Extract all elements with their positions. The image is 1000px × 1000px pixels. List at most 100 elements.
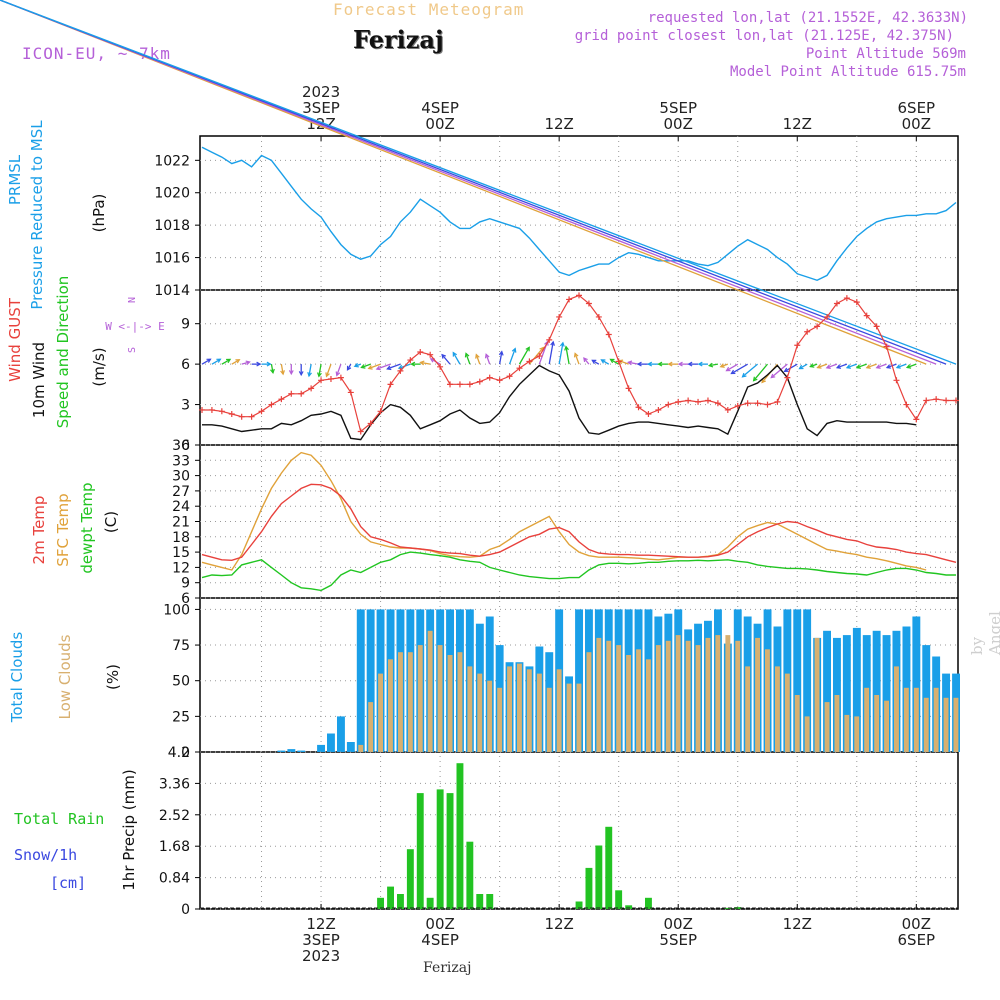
low-cloud-bar <box>705 637 711 752</box>
wind-gust-marker <box>466 381 473 388</box>
wind-gust-marker <box>347 389 354 396</box>
top-time-label: 4SEP <box>421 99 459 117</box>
wind-direction-arrow <box>452 352 461 365</box>
low-cloud-bar <box>636 649 641 752</box>
low-cloud-bar <box>427 630 433 752</box>
wind-arrow-head <box>498 350 504 356</box>
wind-arrow-head <box>741 372 747 378</box>
wind-gust-marker <box>774 398 781 405</box>
precip-bar <box>645 897 652 909</box>
low-cloud-bar <box>556 669 562 752</box>
wind-gust-marker <box>893 377 900 384</box>
total-cloud-bar <box>287 749 296 752</box>
low-cloud-bar <box>616 645 622 752</box>
wind-arrow-head <box>353 362 359 368</box>
total-cloud-bar <box>882 635 891 752</box>
y-tick-label: 100 <box>163 602 190 618</box>
bottom-time-label: 5SEP <box>659 931 697 949</box>
wind-gust-marker <box>298 390 305 397</box>
wind-gust-marker <box>675 398 682 405</box>
low-cloud-bar <box>596 637 602 752</box>
wind-arrow-head <box>559 341 565 347</box>
wind-arrow-head <box>206 358 212 363</box>
wind-direction-arrow <box>221 358 231 365</box>
wind-direction-arrow <box>817 363 828 369</box>
wind-arrow-head <box>419 360 425 366</box>
wind-direction-arrow <box>231 359 240 365</box>
bottom-time-label: 00Z <box>664 915 693 933</box>
y-tick-label: 6 <box>181 357 190 373</box>
wind-direction-arrow <box>308 364 312 377</box>
low-cloud-bar <box>794 695 800 752</box>
y-tick-label: 18 <box>172 530 190 546</box>
precip-snow-title: Snow/1h <box>14 846 77 864</box>
precip-bar <box>387 886 394 909</box>
wind-direction-arrow <box>325 363 332 377</box>
wind-speed-title: 10m Wind <box>30 342 48 418</box>
wind-direction-arrow <box>270 364 274 373</box>
wind-direction-arrow <box>465 353 471 365</box>
wind-direction-arrow <box>387 363 401 370</box>
wind-arrow-head <box>583 357 588 363</box>
total-cloud-bar <box>823 630 831 752</box>
wind-arrow-head <box>626 360 633 366</box>
wind-direction-arrow <box>241 361 250 365</box>
wind-arrow-head <box>410 361 416 367</box>
low-cloud-bar <box>943 697 949 752</box>
low-cloud-bar <box>626 655 631 752</box>
y-tick-label: 9 <box>181 576 190 592</box>
wind-gust-marker <box>843 295 850 302</box>
wind-gust-marker <box>585 300 592 307</box>
wind-arrow-head <box>809 363 815 368</box>
top-time-label: 12Z <box>783 115 812 133</box>
low-cloud-bar <box>457 652 463 752</box>
temp-dewpoint-line <box>201 551 956 592</box>
low-cloud-bar <box>874 695 880 752</box>
wind-direction-arrow <box>753 363 768 382</box>
wind-direction-arrow <box>836 363 848 369</box>
top-time-label: 3SEP <box>302 99 340 117</box>
low-cloud-bar <box>735 640 741 752</box>
precip-bar <box>476 894 484 909</box>
low-cloud-bar <box>864 687 870 752</box>
wind-direction-arrow <box>498 351 503 365</box>
total-cloud-bar <box>327 733 335 752</box>
wind-gust-marker <box>377 408 384 415</box>
y-tick-label: 0 <box>181 745 190 761</box>
wind-arrow-head <box>798 364 804 370</box>
total-cloud-bar <box>833 637 841 752</box>
wind-gust-marker <box>476 378 483 385</box>
wind-arrow-head <box>452 351 458 357</box>
wind-arrow-head <box>307 372 312 378</box>
wind-gust-marker <box>903 401 910 408</box>
temp-sfc-title: SFC Temp <box>54 493 72 566</box>
wind-direction-arrow <box>610 358 620 365</box>
bottom-time-label: 4SEP <box>421 931 459 949</box>
model-point-altitude: Model Point Altitude 615.75m <box>729 64 966 80</box>
total-cloud-bar <box>803 609 812 752</box>
wind-gust-marker <box>804 328 811 335</box>
y-tick-label: 2.52 <box>159 808 190 824</box>
wind-direction-arrow <box>846 363 858 369</box>
clouds-total-title: Total Clouds <box>8 632 26 724</box>
wind-gust-marker <box>704 397 711 404</box>
wind-gust-marker <box>615 358 622 365</box>
wind-arrow-head <box>375 365 381 371</box>
low-cloud-bar <box>586 652 592 752</box>
low-cloud-bar <box>824 702 830 752</box>
low-cloud-bar <box>933 687 939 752</box>
wind-arrow-head <box>280 370 285 376</box>
wind-arrow-head <box>266 361 272 367</box>
wind-arrow-head <box>783 367 789 373</box>
clouds-low-title: Low Clouds <box>56 634 74 719</box>
precip-bar <box>724 907 732 909</box>
wind-gust-marker <box>863 312 870 319</box>
wind-direction-arrow <box>565 346 570 365</box>
wind-arrow-head <box>687 361 693 367</box>
total-cloud-bar <box>842 635 851 752</box>
low-cloud-bar <box>487 680 493 752</box>
y-tick-label: 6 <box>181 591 190 607</box>
y-tick-label: 0 <box>181 902 190 918</box>
y-tick-label: 12 <box>172 560 190 576</box>
